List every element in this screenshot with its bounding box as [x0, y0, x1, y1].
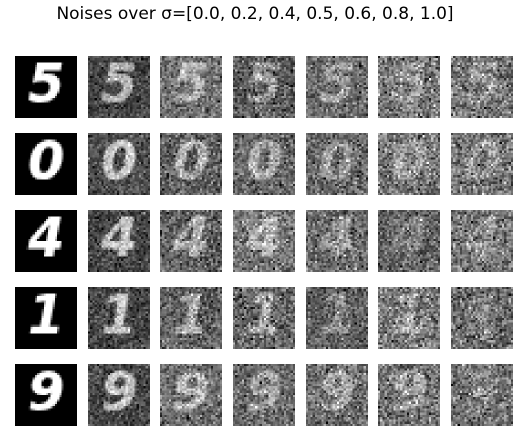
- noisy-digit-4-sigma-0.6: [306, 210, 368, 272]
- noisy-digit-5-sigma-0.6: [306, 56, 368, 118]
- noisy-digit-5-sigma-1: [451, 56, 513, 118]
- noisy-digit-1-sigma-0.4: [160, 287, 222, 349]
- noisy-digit-9-sigma-0.6: [306, 364, 368, 426]
- noisy-digit-1-sigma-0.8: [378, 287, 440, 349]
- noisy-digit-9-sigma-0.4: [160, 364, 222, 426]
- noisy-digit-5-sigma-0.5: [233, 56, 295, 118]
- noisy-digit-0-sigma-0.8: [378, 133, 440, 195]
- noisy-digit-4-sigma-0.8: [378, 210, 440, 272]
- noisy-digit-5-sigma-0.8: [378, 56, 440, 118]
- noisy-digit-5-sigma-0.4: [160, 56, 222, 118]
- noisy-digit-1-sigma-0: [15, 287, 77, 349]
- noisy-digit-4-sigma-0.2: [88, 210, 150, 272]
- noisy-digit-0-sigma-1: [451, 133, 513, 195]
- noisy-digit-4-sigma-0: [15, 210, 77, 272]
- noisy-digit-4-sigma-0.5: [233, 210, 295, 272]
- noisy-digit-0-sigma-0.4: [160, 133, 222, 195]
- noisy-digit-1-sigma-0.5: [233, 287, 295, 349]
- noisy-digit-5-sigma-0.2: [88, 56, 150, 118]
- figure-title: Noises over σ=[0.0, 0.2, 0.4, 0.5, 0.6, …: [56, 4, 454, 24]
- noisy-digit-0-sigma-0.2: [88, 133, 150, 195]
- noisy-digit-4-sigma-0.4: [160, 210, 222, 272]
- noisy-digit-9-sigma-0.2: [88, 364, 150, 426]
- noisy-digit-9-sigma-0: [15, 364, 77, 426]
- noisy-digit-4-sigma-1: [451, 210, 513, 272]
- noisy-digit-1-sigma-1: [451, 287, 513, 349]
- noisy-digit-0-sigma-0.5: [233, 133, 295, 195]
- noisy-digit-5-sigma-0: [15, 56, 77, 118]
- noisy-digit-1-sigma-0.2: [88, 287, 150, 349]
- noisy-digit-1-sigma-0.6: [306, 287, 368, 349]
- noisy-digit-9-sigma-0.8: [378, 364, 440, 426]
- noisy-digit-9-sigma-0.5: [233, 364, 295, 426]
- noisy-digit-0-sigma-0.6: [306, 133, 368, 195]
- noisy-digit-9-sigma-1: [451, 364, 513, 426]
- noisy-digit-0-sigma-0: [15, 133, 77, 195]
